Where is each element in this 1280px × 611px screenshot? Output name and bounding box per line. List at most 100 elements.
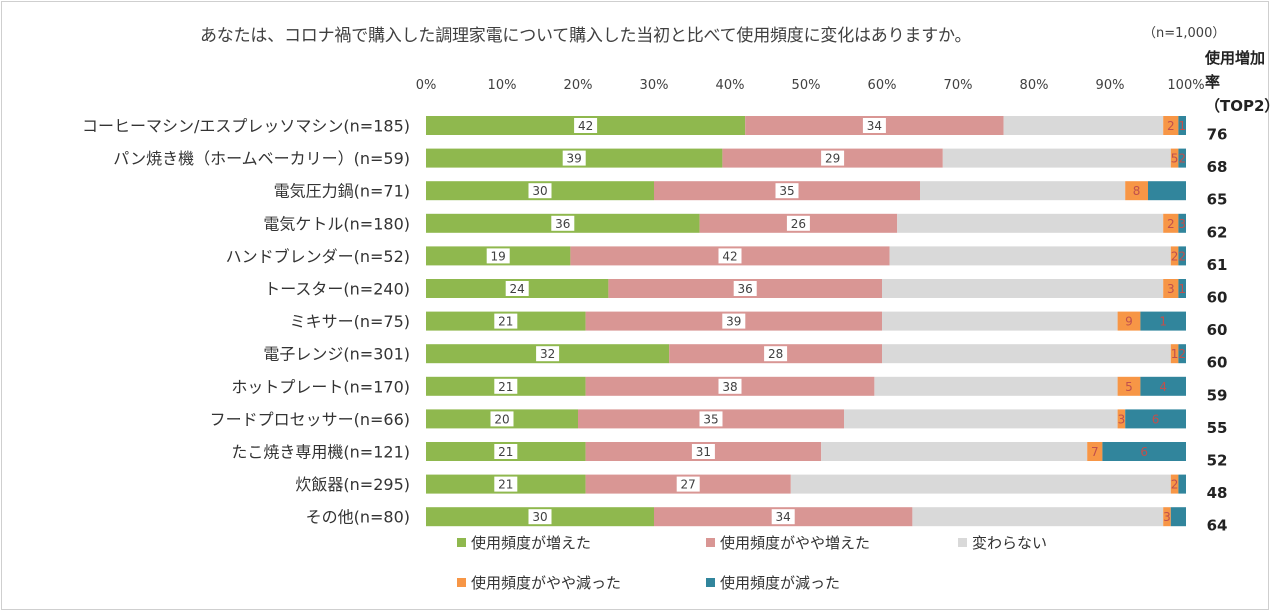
bar-segment — [1117, 409, 1126, 429]
chart-title: あなたは、コロナ禍で購入した調理家電について購入した当初と比べて使用頻度に変化は… — [200, 26, 972, 46]
data-label-bg — [718, 378, 742, 394]
data-label-bg — [528, 183, 552, 199]
top2-value: 61 — [1207, 256, 1228, 274]
bar-segment — [1117, 311, 1141, 331]
top2-value: 59 — [1207, 386, 1228, 404]
bar-segment — [1170, 246, 1179, 266]
data-label-bg — [551, 215, 575, 231]
legend-swatch — [706, 538, 715, 547]
category-label: コーヒーマシン/エスプレッソマシン(n=185) — [82, 117, 410, 136]
bar-segment — [1170, 474, 1179, 494]
category-label: ミキサー(n=75) — [290, 312, 410, 331]
data-label: 2 — [1171, 249, 1179, 263]
x-tick-label: 50% — [792, 78, 821, 93]
bar-segment — [882, 311, 1118, 331]
data-label: 26 — [791, 217, 806, 231]
data-label: 36 — [555, 217, 570, 231]
top2-value: 55 — [1207, 419, 1228, 437]
data-label: 7 — [1091, 445, 1099, 459]
data-label: 42 — [578, 119, 593, 133]
data-label: 2 — [1171, 478, 1179, 492]
bar-segment — [1178, 344, 1186, 364]
data-label-bg — [562, 150, 586, 166]
x-tick-label: 60% — [868, 78, 897, 93]
bar-segment — [912, 507, 1164, 527]
data-label: 36 — [738, 282, 753, 296]
x-tick-label: 30% — [640, 78, 669, 93]
category-label: 電気ケトル(n=180) — [263, 214, 410, 233]
data-label: 2 — [1178, 249, 1186, 263]
top2-value: 60 — [1207, 289, 1228, 307]
bar-segment — [1087, 442, 1103, 461]
bar-segment — [1178, 279, 1186, 298]
data-label: 34 — [776, 510, 791, 524]
data-label-bg — [722, 313, 746, 329]
data-label-bg — [764, 346, 788, 362]
data-label: 27 — [681, 478, 696, 492]
bar-segment — [1125, 181, 1148, 201]
bar-segment — [844, 409, 1118, 429]
legend-label: 使用頻度が増えた — [471, 534, 591, 552]
bar-segment — [920, 181, 1126, 201]
data-label-bg — [574, 118, 598, 133]
category-label: フードプロセッサー(n=66) — [210, 410, 410, 429]
data-label: 9 — [1125, 315, 1133, 329]
data-label: 35 — [703, 412, 718, 426]
data-label: 1 — [1159, 315, 1167, 329]
category-label: ホットプレート(n=170) — [231, 377, 410, 396]
category-label: パン焼き機（ホームベーカリー）(n=59) — [113, 149, 410, 168]
data-label: 21 — [498, 445, 513, 459]
legend-label: 変わらない — [972, 534, 1047, 552]
data-label-bg — [528, 509, 552, 525]
data-label: 29 — [825, 152, 840, 166]
bar-segment — [1140, 311, 1186, 331]
bar-segment — [1163, 507, 1171, 527]
bar-segment — [889, 246, 1171, 266]
bar-segment — [1140, 376, 1186, 396]
data-label-bg — [718, 248, 742, 264]
data-label: 32 — [540, 347, 555, 361]
data-label-bg — [733, 281, 757, 296]
category-label: 炊飯器(n=295) — [295, 475, 410, 494]
bar-segment — [790, 474, 1171, 494]
data-label: 30 — [532, 184, 547, 198]
data-label: 30 — [532, 510, 547, 524]
top2-value: 52 — [1207, 452, 1228, 470]
data-label: 39 — [726, 315, 741, 329]
x-tick-label: 40% — [716, 78, 745, 93]
top2-value: 64 — [1207, 517, 1228, 535]
bar-segment — [1102, 442, 1186, 461]
data-label: 6 — [1140, 445, 1148, 459]
data-label: 3 — [1163, 510, 1171, 524]
data-label-bg — [490, 411, 514, 427]
data-label: 21 — [498, 315, 513, 329]
legend-swatch — [457, 538, 466, 547]
data-label: 3 — [1167, 282, 1175, 296]
data-label-bg — [775, 183, 799, 199]
legend-label: 使用頻度が減った — [720, 574, 840, 592]
sample-size-note: （n=1,000） — [1143, 26, 1226, 41]
data-label: 21 — [498, 380, 513, 394]
bar-segment — [1178, 246, 1186, 266]
category-label: トースター(n=240) — [264, 280, 410, 299]
data-label: 21 — [498, 478, 513, 492]
data-label-bg — [494, 313, 518, 329]
x-tick-label: 80% — [1020, 78, 1049, 93]
data-label: 28 — [768, 347, 783, 361]
x-tick-label: 90% — [1096, 78, 1125, 93]
data-label-bg — [771, 509, 795, 525]
data-label-bg — [486, 248, 510, 264]
data-label: 3 — [1178, 217, 1186, 231]
data-label-bg — [786, 215, 810, 231]
data-label: 1 — [1171, 347, 1179, 361]
top2-value: 62 — [1207, 223, 1228, 241]
bar-segment — [1170, 507, 1186, 527]
top2-value: 65 — [1207, 191, 1228, 209]
x-tick-label: 70% — [944, 78, 973, 93]
data-label-bg — [536, 346, 560, 362]
data-label-bg — [494, 444, 518, 459]
bar-segment — [1178, 474, 1186, 494]
top2-value: 76 — [1207, 126, 1228, 144]
bar-segment — [882, 344, 1171, 364]
data-label: 4 — [1159, 380, 1167, 394]
